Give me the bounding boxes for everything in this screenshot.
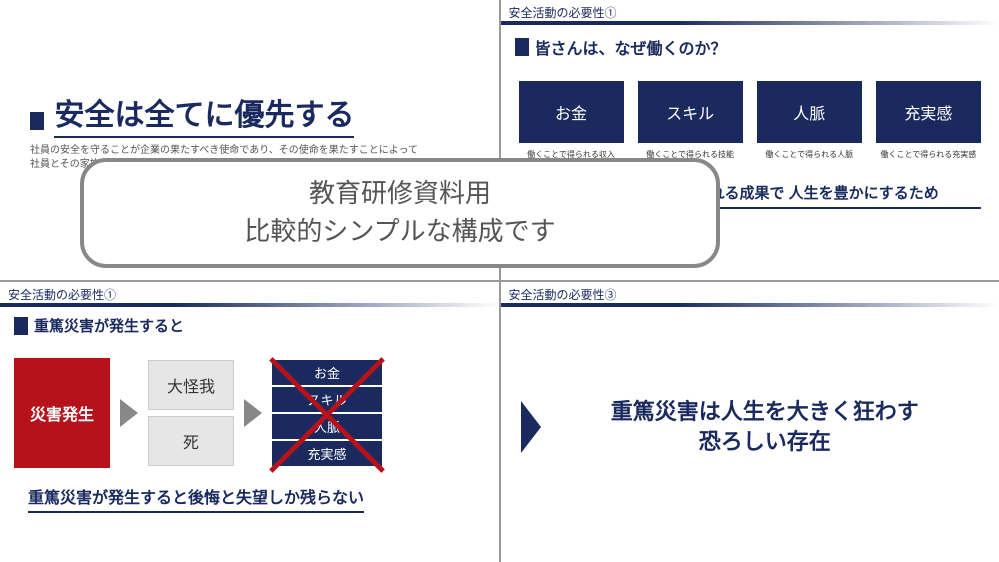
slide4-content: 重篤災害は人生を大きく狂わす 恐ろしい存在 [501,307,999,456]
slide1-title-row: 安全は全てに優先する [30,90,469,138]
slide-grid: 安全は全てに優先する 社員の安全を守ることが企業の果たすべき使命であり、その使命… [0,0,999,562]
stack-item: 充実感 [272,441,382,466]
block-mark-icon [14,317,28,335]
slide2-heading-row: 皆さんは、なぜ働くのか？ [501,25,999,63]
slide2-cards: お金 働くことで得られる収入 スキル 働くことで得られる技能 人脈 働くことで得… [501,63,999,164]
card: お金 働くことで得られる収入 [519,81,624,160]
stack-item: スキル [272,387,382,412]
gray-box: 大怪我 [148,360,234,410]
block-mark-icon [30,112,44,130]
slide3-summary: 重篤災害が発生すると後悔と失望しか残らない [28,484,364,513]
overlay-line2: 比較的シンプルな構成です [244,213,555,251]
slide2-heading: 皆さんは、なぜ働くのか？ [535,35,727,59]
slide3-heading-row: 重篤災害が発生すると [0,307,499,340]
slide4-line2: 恐ろしい存在 [699,429,831,454]
card-box: 充実感 [876,81,981,143]
gray-box: 死 [148,416,234,466]
slide4-line1: 重篤災害は人生を大きく狂わす [611,399,919,424]
arrow-icon [120,399,138,427]
card-box: お金 [519,81,624,143]
slide4-title: 重篤災害は人生を大きく狂わす 恐ろしい存在 [551,397,980,456]
card: 人脈 働くことで得られる人脈 [757,81,862,160]
slide-4: 安全活動の必要性③ 重篤災害は人生を大きく狂わす 恐ろしい存在 [501,282,999,562]
slide3-flow: 災害発生 大怪我 死 お金 スキル 人脈 充実感 [0,340,499,468]
overlay-note: 教育研修資料用 比較的シンプルな構成です [80,158,720,268]
arrow-icon [244,399,262,427]
block-mark-icon [515,38,529,56]
card: 充実感 働くことで得られる充実感 [876,81,981,160]
chevron-icon [521,401,541,453]
card-caption: 働くことで得られる人脈 [765,149,853,160]
stack-wrap: お金 スキル 人脈 充実感 [272,360,382,466]
slide3-heading: 重篤災害が発生すると [34,315,184,336]
slide4-section: 安全活動の必要性③ [501,282,999,303]
slide3-section: 安全活動の必要性① [0,282,499,303]
card-box: スキル [638,81,743,143]
red-box: 災害発生 [14,358,110,468]
overlay-line1: 教育研修資料用 [309,175,491,213]
slide-3: 安全活動の必要性① 重篤災害が発生すると 災害発生 大怪我 死 お金 スキル 人… [0,282,499,562]
stack-item: 人脈 [272,414,382,439]
stack-item: お金 [272,360,382,385]
gray-column: 大怪我 死 [148,360,234,466]
card-box: 人脈 [757,81,862,143]
card: スキル 働くことで得られる技能 [638,81,743,160]
slide2-section: 安全活動の必要性① [501,0,999,21]
slide1-title: 安全は全てに優先する [54,90,354,138]
stack: お金 スキル 人脈 充実感 [272,360,382,466]
card-caption: 働くことで得られる充実感 [881,149,977,160]
